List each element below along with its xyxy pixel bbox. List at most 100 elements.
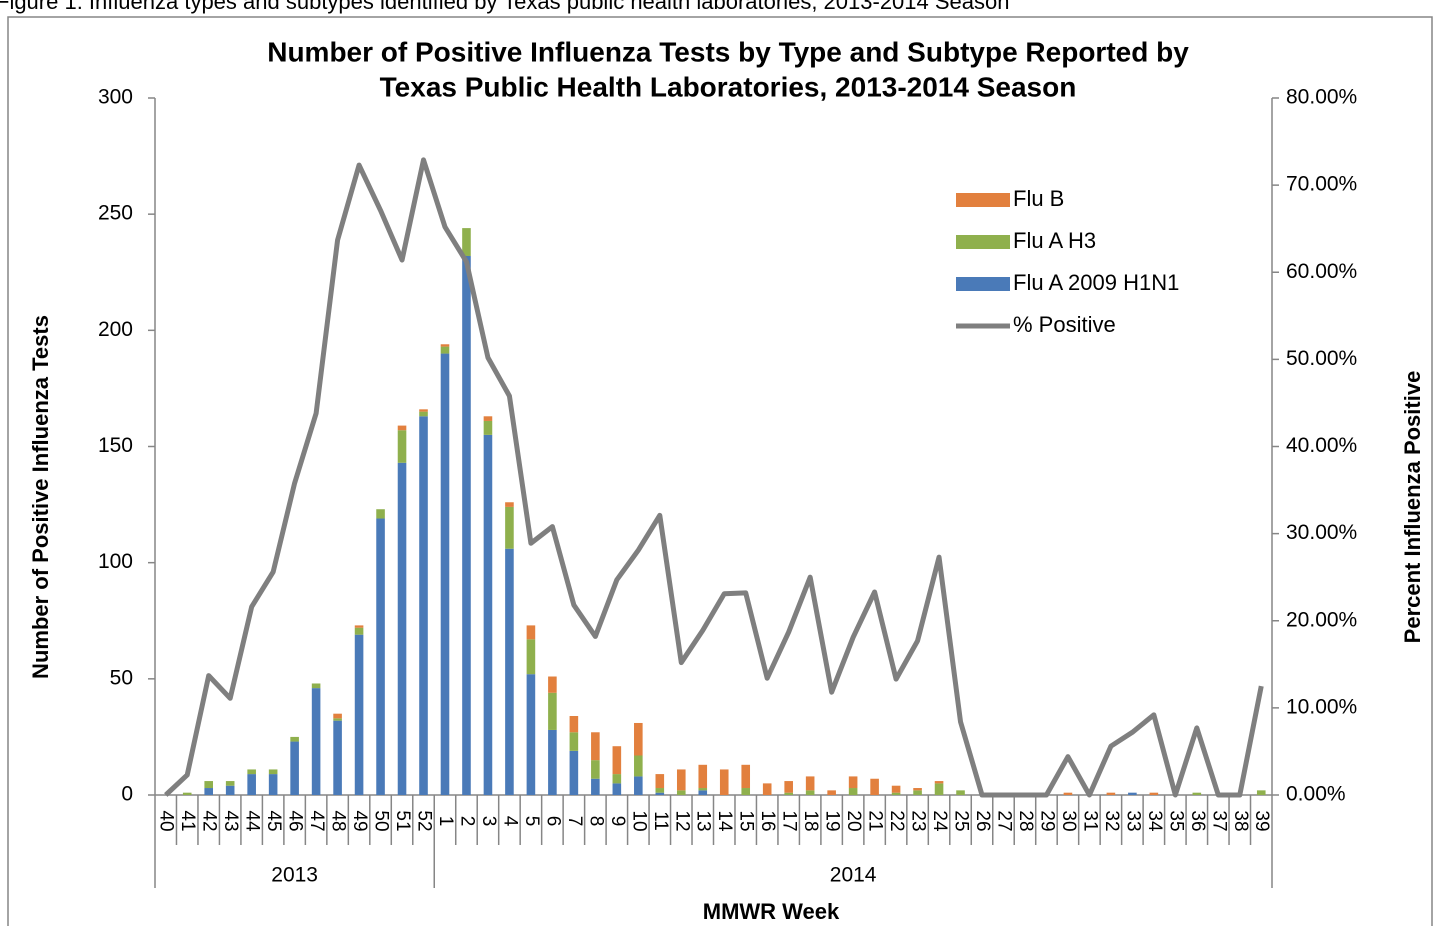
x-tick-label: 44 bbox=[242, 810, 263, 832]
x-tick-label: 5 bbox=[521, 816, 542, 827]
bar bbox=[913, 788, 922, 791]
legend-swatch bbox=[956, 277, 1010, 291]
bar bbox=[698, 788, 708, 791]
bar bbox=[698, 790, 708, 795]
x-tick-label: 19 bbox=[822, 810, 843, 831]
x-tick-label: 51 bbox=[392, 810, 413, 831]
bar bbox=[440, 353, 450, 795]
x-tick-label: 13 bbox=[693, 810, 714, 831]
x-tick-label: 34 bbox=[1144, 810, 1165, 832]
bar bbox=[483, 434, 493, 795]
x-tick-label: 52 bbox=[413, 810, 434, 831]
x-tick-label: 48 bbox=[328, 810, 349, 831]
bar bbox=[591, 778, 600, 795]
bar bbox=[548, 729, 557, 795]
bar bbox=[805, 776, 815, 791]
bar bbox=[419, 416, 428, 795]
bar bbox=[1128, 792, 1137, 795]
y2-tick-label: 50.00% bbox=[1286, 347, 1357, 370]
bar bbox=[311, 688, 321, 795]
bar bbox=[870, 778, 879, 795]
x-tick-label: 21 bbox=[865, 810, 886, 831]
bar bbox=[612, 746, 622, 775]
y2-tick-label: 20.00% bbox=[1286, 608, 1357, 631]
bar bbox=[483, 420, 493, 435]
bar bbox=[591, 760, 600, 779]
x-tick-label: 37 bbox=[1208, 810, 1229, 831]
line bbox=[164, 157, 1264, 798]
legend-label: Flu A H3 bbox=[1013, 228, 1096, 253]
bar bbox=[354, 634, 364, 795]
x-tick-label: 47 bbox=[306, 810, 327, 831]
x-tick-label: 32 bbox=[1101, 810, 1122, 831]
y-tick-label: 250 bbox=[98, 202, 133, 225]
bar bbox=[634, 755, 643, 777]
bar bbox=[784, 781, 793, 793]
bar bbox=[634, 776, 643, 795]
x-axis-title: MMWR Week bbox=[703, 899, 840, 924]
x-tick-label: 20 bbox=[843, 810, 864, 831]
y2-axis-title: Percent Influenza Positive bbox=[1400, 371, 1425, 644]
bar bbox=[505, 506, 514, 549]
bar bbox=[182, 792, 192, 795]
bar bbox=[419, 409, 428, 412]
bar bbox=[676, 769, 686, 791]
bar bbox=[913, 790, 922, 795]
x-tick-label: 27 bbox=[993, 810, 1014, 831]
bar bbox=[762, 783, 772, 795]
bar bbox=[1106, 792, 1116, 795]
x-tick-label: 26 bbox=[972, 810, 993, 831]
bar bbox=[354, 627, 364, 635]
y-tick-label: 200 bbox=[98, 318, 133, 341]
bar bbox=[376, 509, 385, 519]
x-tick-label: 31 bbox=[1079, 810, 1100, 831]
bar bbox=[311, 683, 321, 689]
bar bbox=[354, 625, 364, 628]
y2-tick-label: 70.00% bbox=[1286, 173, 1357, 196]
x-tick-label: 2 bbox=[456, 816, 477, 827]
x-tick-label: 42 bbox=[199, 810, 220, 831]
bar bbox=[526, 639, 536, 675]
x-tick-label: 15 bbox=[736, 810, 757, 831]
x-tick-label: 12 bbox=[671, 810, 692, 831]
x-tick-label: 24 bbox=[929, 810, 950, 832]
bar bbox=[247, 769, 256, 775]
y-tick-label: 50 bbox=[110, 666, 133, 689]
bar bbox=[848, 776, 858, 789]
x-tick-label: 45 bbox=[263, 810, 284, 831]
bar bbox=[934, 783, 944, 795]
bar bbox=[591, 732, 600, 761]
x-tick-label: 14 bbox=[714, 810, 735, 832]
bar bbox=[655, 788, 665, 793]
bar bbox=[204, 788, 213, 795]
bar bbox=[655, 792, 665, 795]
x-tick-label: 36 bbox=[1187, 810, 1208, 831]
bar bbox=[419, 411, 428, 417]
bar bbox=[741, 764, 751, 789]
bar bbox=[784, 792, 793, 795]
x-tick-label: 16 bbox=[757, 810, 778, 831]
bar bbox=[225, 785, 235, 795]
y2-tick-label: 60.00% bbox=[1286, 260, 1357, 283]
x-tick-label: 28 bbox=[1015, 810, 1036, 831]
x-tick-label: 29 bbox=[1036, 810, 1057, 831]
bar bbox=[505, 548, 514, 795]
legend-swatch bbox=[956, 235, 1010, 249]
bar bbox=[1063, 792, 1073, 795]
x-tick-label: 50 bbox=[371, 810, 392, 831]
x-tick-label: 25 bbox=[951, 810, 972, 831]
bar bbox=[290, 741, 299, 795]
y2-tick-label: 30.00% bbox=[1286, 521, 1357, 544]
x-tick-label: 10 bbox=[628, 810, 649, 831]
x-group-label: 2013 bbox=[271, 864, 318, 887]
bar bbox=[612, 783, 622, 795]
x-tick-label: 6 bbox=[542, 816, 563, 827]
bar bbox=[333, 720, 342, 795]
bar bbox=[462, 228, 471, 256]
x-tick-label: 9 bbox=[607, 816, 628, 827]
bar bbox=[526, 674, 536, 795]
x-tick-label: 41 bbox=[177, 810, 198, 831]
x-tick-label: 46 bbox=[285, 810, 306, 831]
x-tick-label: 35 bbox=[1165, 810, 1186, 831]
